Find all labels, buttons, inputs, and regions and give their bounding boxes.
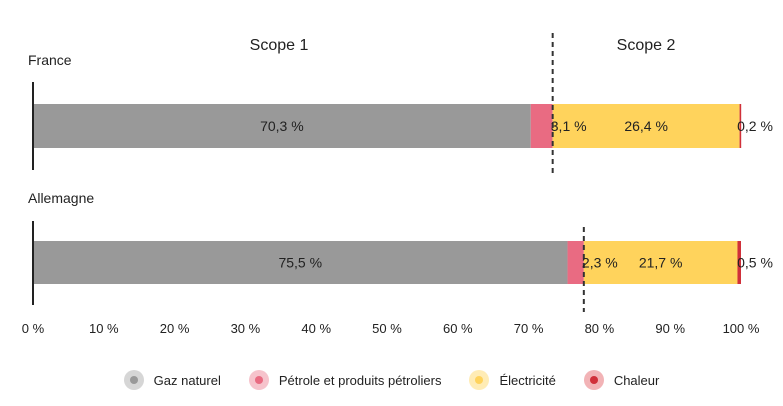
data-label-france-series-0: 70,3 % <box>260 118 304 134</box>
scope-2-label: Scope 2 <box>617 37 676 54</box>
legend-label: Gaz naturel <box>153 372 221 388</box>
x-tick-label: 30 % <box>231 321 261 336</box>
legend-label: Électricité <box>499 372 556 388</box>
legend-label: Chaleur <box>613 372 660 388</box>
stacked-bar-chart: Scope 1 Scope 2 France 70,3 % 3,1 % 26,4 % 0,2… <box>22 33 773 336</box>
data-label-france-series-1: 3,1 % <box>551 118 587 134</box>
bar-allemagne-series-2 <box>583 241 738 284</box>
data-label-allemagne-series-0: 75,5 % <box>278 255 322 271</box>
legend-label: Pétrole et produits pétroliers <box>278 372 442 388</box>
legend-swatch-gaz-naturel <box>123 370 144 390</box>
x-tick-label: 0 % <box>22 321 45 336</box>
category-label-allemagne: Allemagne <box>28 190 94 206</box>
data-label-allemagne-series-2: 21,7 % <box>639 255 683 271</box>
bar-france-series-2 <box>552 104 740 148</box>
data-label-france-series-3: 0,2 % <box>737 118 773 134</box>
x-tick-label: 80 % <box>585 321 615 336</box>
data-label-france-series-2: 26,4 % <box>624 118 668 134</box>
legend-swatch-electricite <box>469 370 490 390</box>
legend-item-petrole: Pétrole et produits pétroliers <box>248 370 442 390</box>
x-tick-label: 50 % <box>372 321 402 336</box>
x-tick-label: 40 % <box>301 321 331 336</box>
legend-swatch-chaleur <box>583 370 604 390</box>
x-tick-label: 70 % <box>514 321 544 336</box>
bar-france-series-0 <box>33 104 531 148</box>
bar-france-series-1 <box>530 104 553 148</box>
bar-allemagne-series-0 <box>33 241 568 284</box>
x-tick-label: 10 % <box>89 321 119 336</box>
x-tick-label: 90 % <box>655 321 685 336</box>
legend-item-electricite: Électricité <box>469 370 556 390</box>
legend: Gaz naturel Pétrole et produits pétrolie… <box>0 366 783 394</box>
legend-swatch-petrole <box>248 370 269 390</box>
legend-item-chaleur: Chaleur <box>583 370 660 390</box>
bar-allemagne-series-1 <box>567 241 584 284</box>
bar-france-series-3 <box>739 104 742 148</box>
x-tick-label: 60 % <box>443 321 473 336</box>
category-label-france: France <box>28 52 72 68</box>
bar-allemagne-series-3 <box>737 241 741 284</box>
x-tick-label: 20 % <box>160 321 190 336</box>
x-tick-label: 100 % <box>723 321 760 336</box>
data-label-allemagne-series-1: 2,3 % <box>582 255 618 271</box>
legend-item-gaz-naturel: Gaz naturel <box>123 370 221 390</box>
scope-1-label: Scope 1 <box>250 37 309 54</box>
data-label-allemagne-series-3: 0,5 % <box>737 255 773 271</box>
